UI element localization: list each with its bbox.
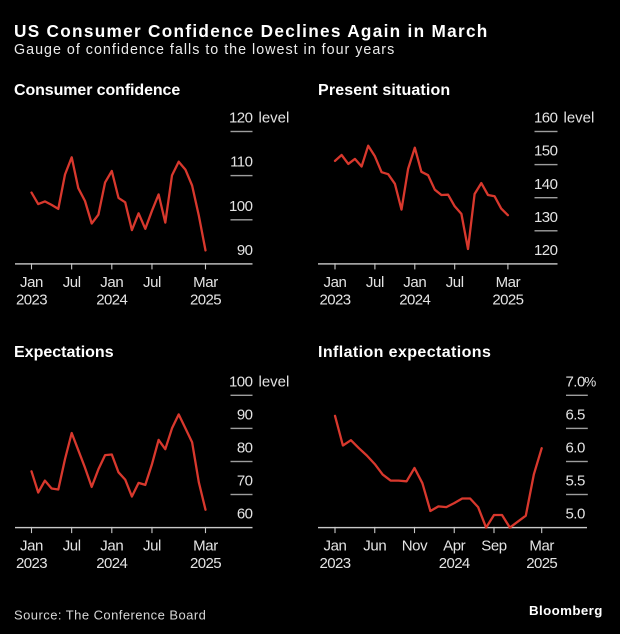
svg-text:2025: 2025: [492, 292, 523, 309]
svg-text:Mar: Mar: [193, 538, 218, 555]
svg-text:160: 160: [534, 110, 558, 127]
svg-text:Jan: Jan: [100, 538, 123, 555]
svg-text:80: 80: [237, 440, 253, 457]
svg-text:120: 120: [534, 242, 558, 259]
svg-text:Jul: Jul: [446, 274, 464, 291]
svg-text:70: 70: [237, 473, 253, 490]
svg-text:Consumer confidence: Consumer confidence: [14, 82, 180, 99]
svg-text:Expectations: Expectations: [14, 344, 114, 361]
svg-text:Jun: Jun: [363, 538, 386, 555]
svg-text:level: level: [564, 110, 595, 127]
svg-text:2023: 2023: [16, 555, 47, 572]
svg-text:2024: 2024: [439, 555, 470, 572]
svg-text:6.0: 6.0: [565, 440, 585, 457]
svg-text:Mar: Mar: [193, 274, 218, 291]
svg-text:2024: 2024: [399, 292, 430, 309]
svg-text:140: 140: [534, 176, 558, 193]
svg-text:2025: 2025: [190, 292, 221, 309]
svg-text:5.5: 5.5: [565, 473, 585, 490]
svg-text:Present situation: Present situation: [318, 82, 450, 99]
svg-text:Jan: Jan: [20, 538, 43, 555]
svg-text:Jan: Jan: [100, 274, 123, 291]
svg-text:Jul: Jul: [366, 274, 384, 291]
svg-text:120: 120: [229, 110, 253, 127]
svg-text:Jul: Jul: [63, 538, 81, 555]
svg-text:6.5: 6.5: [565, 407, 585, 424]
svg-text:Mar: Mar: [496, 274, 521, 291]
svg-text:Source: The Conference Board: Source: The Conference Board: [14, 608, 206, 623]
svg-text:Mar: Mar: [529, 538, 554, 555]
svg-text:130: 130: [534, 209, 558, 226]
svg-text:Nov: Nov: [402, 538, 428, 555]
svg-text:Jul: Jul: [143, 274, 161, 291]
svg-text:60: 60: [237, 506, 253, 523]
svg-text:90: 90: [237, 242, 253, 259]
svg-text:Inflation expectations: Inflation expectations: [318, 344, 491, 361]
svg-text:level: level: [259, 110, 290, 127]
svg-text:Jul: Jul: [63, 274, 81, 291]
svg-text:level: level: [259, 373, 290, 390]
svg-text:2024: 2024: [96, 292, 127, 309]
svg-text:5.0: 5.0: [565, 506, 585, 523]
svg-text:Jul: Jul: [143, 538, 161, 555]
svg-text:Sep: Sep: [481, 538, 507, 555]
svg-text:100: 100: [229, 198, 253, 215]
svg-text:Gauge of confidence falls to t: Gauge of confidence falls to the lowest …: [14, 42, 395, 58]
svg-text:2023: 2023: [320, 292, 351, 309]
svg-text:100: 100: [229, 373, 253, 390]
svg-text:2023: 2023: [320, 555, 351, 572]
svg-text:Jan: Jan: [20, 274, 43, 291]
svg-text:110: 110: [230, 154, 253, 171]
svg-text:2025: 2025: [526, 555, 557, 572]
svg-text:2025: 2025: [190, 555, 221, 572]
svg-text:%: %: [584, 374, 596, 389]
svg-text:2023: 2023: [16, 292, 47, 309]
svg-text:Jan: Jan: [403, 274, 426, 291]
svg-text:Jan: Jan: [324, 538, 347, 555]
svg-text:US Consumer Confidence Decline: US Consumer Confidence Declines Again in…: [14, 21, 489, 41]
svg-text:Jan: Jan: [324, 274, 347, 291]
svg-text:7.0: 7.0: [565, 373, 585, 390]
svg-text:90: 90: [237, 407, 253, 424]
svg-text:2024: 2024: [96, 555, 127, 572]
svg-text:Apr: Apr: [443, 538, 466, 555]
svg-text:150: 150: [534, 143, 558, 160]
svg-text:Bloomberg: Bloomberg: [529, 603, 603, 618]
